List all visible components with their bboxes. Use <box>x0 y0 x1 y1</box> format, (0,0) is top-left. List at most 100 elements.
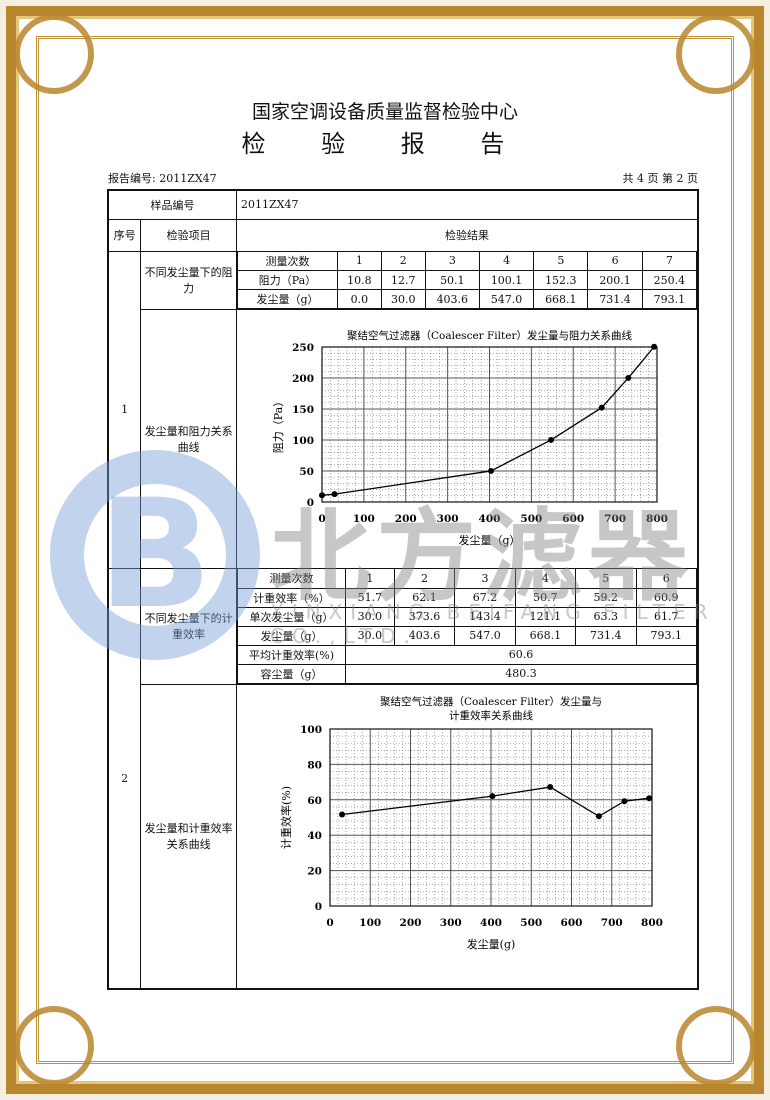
y-tick-label: 40 <box>307 830 322 842</box>
x-tick-label: 500 <box>520 513 542 525</box>
row-label: 发尘量（g） <box>237 626 346 646</box>
table-cell: 51.7 <box>345 588 395 608</box>
col-no: 序号 <box>107 218 142 252</box>
row-label: 单次发尘量（g） <box>237 607 346 627</box>
table-cell: 793.1 <box>635 626 698 646</box>
table-cell: 6 <box>587 251 643 271</box>
table-cell: 50.7 <box>514 588 577 608</box>
x-tick-label: 100 <box>353 513 375 525</box>
plot-frame <box>329 727 653 907</box>
table-cell: 668.1 <box>514 626 577 646</box>
table-cell: 10.8 <box>337 270 382 290</box>
table-cell: 250.4 <box>641 270 698 290</box>
table-cell: 30.0 <box>345 626 395 646</box>
data-point <box>547 783 554 790</box>
table-cell: 60.9 <box>635 588 698 608</box>
y-tick-label: 100 <box>292 435 314 447</box>
table-cell: 2 <box>380 251 426 271</box>
table-cell: 61.7 <box>635 607 698 627</box>
series-line <box>321 346 655 496</box>
table-cell: 1 <box>345 569 395 589</box>
y-tick-label: 100 <box>300 724 322 736</box>
data-point <box>595 812 602 819</box>
table-cell: 2 <box>393 569 456 589</box>
data-point <box>331 491 338 498</box>
x-tick-label: 200 <box>400 917 422 929</box>
resistance-table: 测量次数 1 2 3 4 5 6 7 阻力（Pa） 10.8 12.7 50.1 100.1 152.3 2… <box>237 251 698 309</box>
table-cell: 0.0 <box>337 289 382 309</box>
table-cell: 3 <box>424 251 480 271</box>
table-cell: 731.4 <box>587 289 643 309</box>
table-cell: 668.1 <box>533 289 589 309</box>
row-label: 计重效率（%） <box>237 588 346 608</box>
item-label: 不同发尘量下的阻力 <box>140 250 237 310</box>
x-tick-label: 300 <box>437 513 459 525</box>
row-label: 发尘量（g） <box>237 289 338 309</box>
series-line <box>341 785 650 817</box>
y-tick-label: 60 <box>307 794 322 806</box>
org-name: 国家空调设备质量监督检验中心 <box>251 101 518 123</box>
table-cell: 67.2 <box>454 588 516 608</box>
row-label: 测量次数 <box>237 569 346 589</box>
resistance-chart: 聚结空气过滤器（Coalescer Filter）发尘量与阻力关系曲线 0 100 2… <box>272 329 668 547</box>
table-cell: 547.0 <box>478 289 535 309</box>
plot-frame <box>321 346 658 503</box>
table-cell: 5 <box>575 569 637 589</box>
x-tick-label: 600 <box>561 917 583 929</box>
y-tick-label: 200 <box>292 373 314 385</box>
table-cell: 30.0 <box>380 289 426 309</box>
x-tick-label: 600 <box>562 513 584 525</box>
table-cell: 62.1 <box>393 588 456 608</box>
table-cell: 3 <box>454 569 516 589</box>
section-no: 1 <box>107 250 142 569</box>
y-axis-label: 阻力（Pa） <box>272 396 285 453</box>
table-cell: 143.4 <box>454 607 516 627</box>
data-point <box>646 794 653 801</box>
x-tick-label: 800 <box>641 917 663 929</box>
y-tick-label: 50 <box>299 466 314 478</box>
item-label: 不同发尘量下的计重效率 <box>140 568 237 685</box>
x-tick-label: 800 <box>646 513 668 525</box>
y-tick-label: 0 <box>315 901 322 913</box>
x-tick-label: 400 <box>479 513 501 525</box>
y-tick-label: 150 <box>292 404 314 416</box>
row-label: 测量次数 <box>237 251 338 271</box>
table-cell: 403.6 <box>393 626 456 646</box>
x-tick-label: 200 <box>395 513 417 525</box>
inner-border <box>36 36 734 1064</box>
item-label: 发尘量和阻力关系曲线 <box>140 309 237 569</box>
table-cell: 731.4 <box>575 626 637 646</box>
table-cell: 547.0 <box>454 626 516 646</box>
table-cell: 1 <box>337 251 382 271</box>
corner-ornament <box>676 1006 756 1086</box>
col-result: 检验结果 <box>236 218 699 252</box>
corner-ornament <box>14 1006 94 1086</box>
table-cell: 50.1 <box>424 270 480 290</box>
data-point <box>339 810 346 817</box>
page-indicator: 共 4 页 第 2 页 <box>622 172 698 185</box>
efficiency-table: 测量次数 1 2 3 4 5 6 计重效率（%） 51.7 62.1 67.2 50.7 59.2 60.… <box>237 569 698 684</box>
y-tick-label: 0 <box>307 497 314 509</box>
table-cell: 6 <box>635 569 698 589</box>
row-label: 阻力（Pa） <box>237 270 338 290</box>
data-point <box>319 492 325 499</box>
table-cell: 121.1 <box>514 607 577 627</box>
y-tick-label: 250 <box>292 342 314 354</box>
table-cell: 59.2 <box>575 588 637 608</box>
section-no: 2 <box>107 568 142 989</box>
report-table: 样品编号 2011ZX47 序号 检验项目 检验结果 1 不同发尘量下的阻力 测… <box>107 189 699 990</box>
table-cell: 152.3 <box>533 270 589 290</box>
table-cell: 200.1 <box>587 270 643 290</box>
table-cell: 100.1 <box>478 270 535 290</box>
dust-capacity-value: 480.3 <box>345 664 697 684</box>
x-tick-label: 700 <box>604 513 626 525</box>
chart-title-line2: 计重效率关系曲线 <box>449 709 533 722</box>
data-point <box>548 436 555 443</box>
x-tick-label: 100 <box>359 917 381 929</box>
sample-value: 2011ZX47 <box>236 189 699 220</box>
dust-capacity-label: 容尘量（g） <box>237 664 346 684</box>
avg-efficiency-value: 60.6 <box>345 645 697 665</box>
x-tick-label: 500 <box>520 917 542 929</box>
table-cell: 4 <box>514 569 577 589</box>
data-point <box>489 792 496 799</box>
